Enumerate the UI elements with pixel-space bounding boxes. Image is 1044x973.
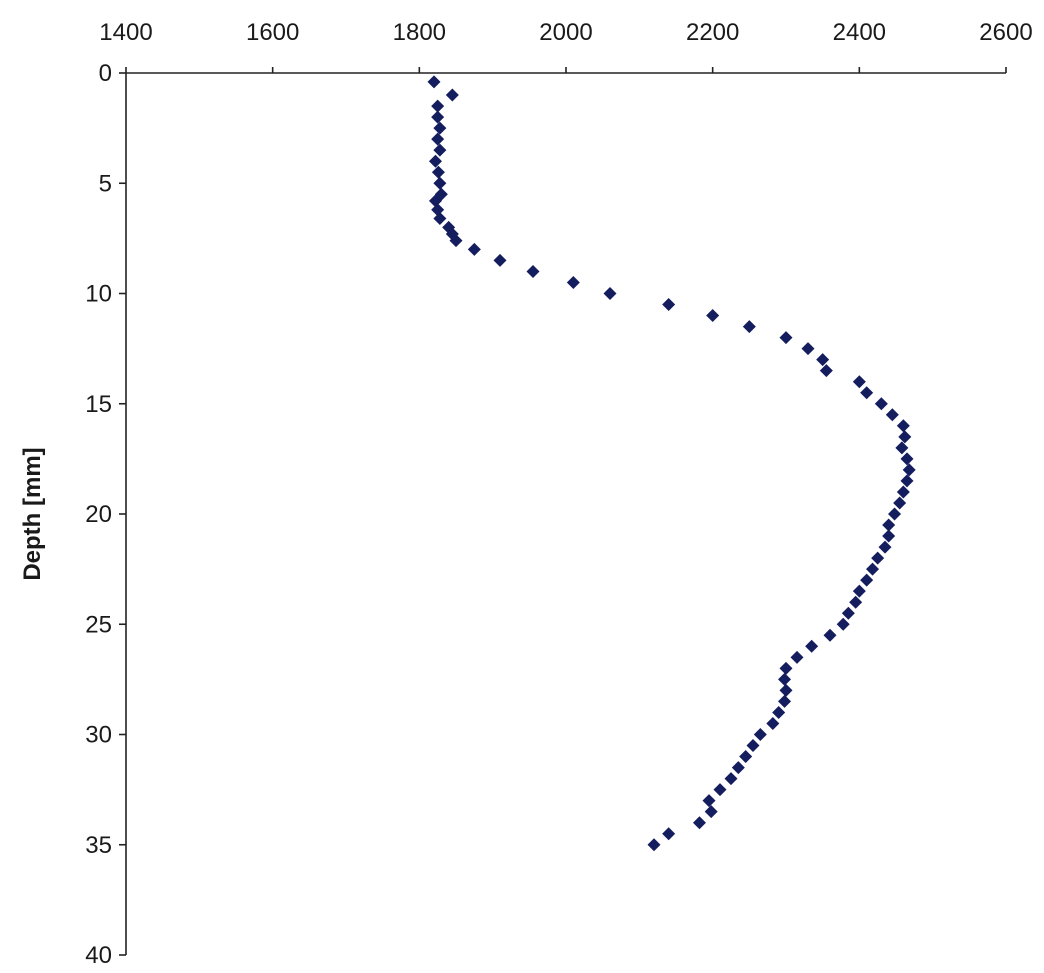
data-point	[731, 761, 745, 775]
y-tick-label: 0	[99, 60, 112, 87]
data-point	[874, 397, 888, 411]
data-point	[849, 595, 863, 609]
data-point	[778, 672, 792, 686]
data-point	[860, 386, 874, 400]
data-point	[893, 496, 907, 510]
data-point	[702, 794, 716, 808]
data-point	[819, 364, 833, 378]
data-point	[888, 507, 902, 521]
data-point	[896, 485, 910, 499]
data-point	[431, 132, 445, 146]
data-point	[724, 772, 738, 786]
data-point	[779, 683, 793, 697]
x-tick-label: 2200	[686, 19, 739, 46]
y-tick-label: 30	[85, 722, 112, 749]
data-point	[433, 176, 447, 190]
data-point	[882, 518, 896, 532]
data-point	[713, 783, 727, 797]
data-point	[526, 264, 540, 278]
data-point	[662, 827, 676, 841]
y-tick-label: 25	[85, 611, 112, 638]
y-tick-label: 35	[85, 832, 112, 859]
data-point	[871, 551, 885, 565]
data-point	[449, 234, 463, 248]
y-tick-label: 10	[85, 281, 112, 308]
y-tick-label: 40	[85, 942, 112, 969]
data-point	[431, 99, 445, 113]
data-point	[772, 705, 786, 719]
y-tick-label: 20	[85, 501, 112, 528]
data-point	[898, 430, 912, 444]
data-point	[895, 441, 909, 455]
data-point	[431, 165, 445, 179]
data-point	[805, 639, 819, 653]
data-point	[778, 694, 792, 708]
data-point	[852, 375, 866, 389]
data-point	[428, 194, 442, 208]
data-point	[493, 253, 507, 267]
data-point	[766, 716, 780, 730]
data-point	[860, 573, 874, 587]
x-tick-label: 2400	[833, 19, 886, 46]
data-point	[706, 309, 720, 323]
data-point	[779, 331, 793, 345]
data-point	[739, 750, 753, 764]
data-point	[900, 474, 914, 488]
x-tick-label: 1600	[246, 19, 299, 46]
data-point	[878, 540, 892, 554]
data-point	[779, 661, 793, 675]
data-point	[841, 606, 855, 620]
x-tick-label: 1800	[393, 19, 446, 46]
data-point	[603, 287, 617, 300]
y-axis-title: Depth [mm]	[19, 447, 46, 580]
data-points	[427, 75, 916, 852]
data-point	[746, 739, 760, 753]
data-point	[662, 298, 676, 312]
data-point	[882, 529, 896, 543]
data-point	[704, 805, 718, 819]
data-point	[836, 617, 850, 631]
data-point	[566, 275, 580, 289]
data-point	[753, 728, 767, 741]
x-tick-label: 2600	[979, 19, 1032, 46]
data-point	[900, 452, 914, 466]
data-point	[866, 562, 880, 576]
y-tick-label: 15	[85, 391, 112, 418]
data-point	[428, 154, 442, 168]
data-point	[427, 75, 441, 89]
data-point	[790, 650, 804, 664]
data-point	[433, 143, 447, 157]
data-point	[445, 88, 459, 102]
data-point	[742, 320, 756, 334]
data-point	[431, 110, 445, 124]
data-point	[467, 242, 481, 256]
data-point	[896, 419, 910, 433]
y-tick-label: 5	[99, 170, 112, 197]
data-point	[647, 838, 661, 852]
x-tick-label: 1400	[99, 19, 152, 46]
data-point	[852, 584, 866, 598]
data-point	[823, 628, 837, 642]
data-point	[433, 121, 447, 135]
data-point	[902, 463, 916, 477]
data-point	[816, 353, 830, 367]
data-point	[885, 408, 899, 422]
x-tick-label: 2000	[539, 19, 592, 46]
y-axis-ticks: 0 5 10 15 20 25 30 35 40	[85, 60, 126, 969]
data-point	[431, 203, 445, 217]
data-point	[801, 342, 815, 356]
data-point	[692, 816, 706, 830]
data-point	[433, 212, 447, 226]
x-axis-ticks: 1400 1600 1800 2000 2200 2400 2600	[99, 19, 1033, 73]
